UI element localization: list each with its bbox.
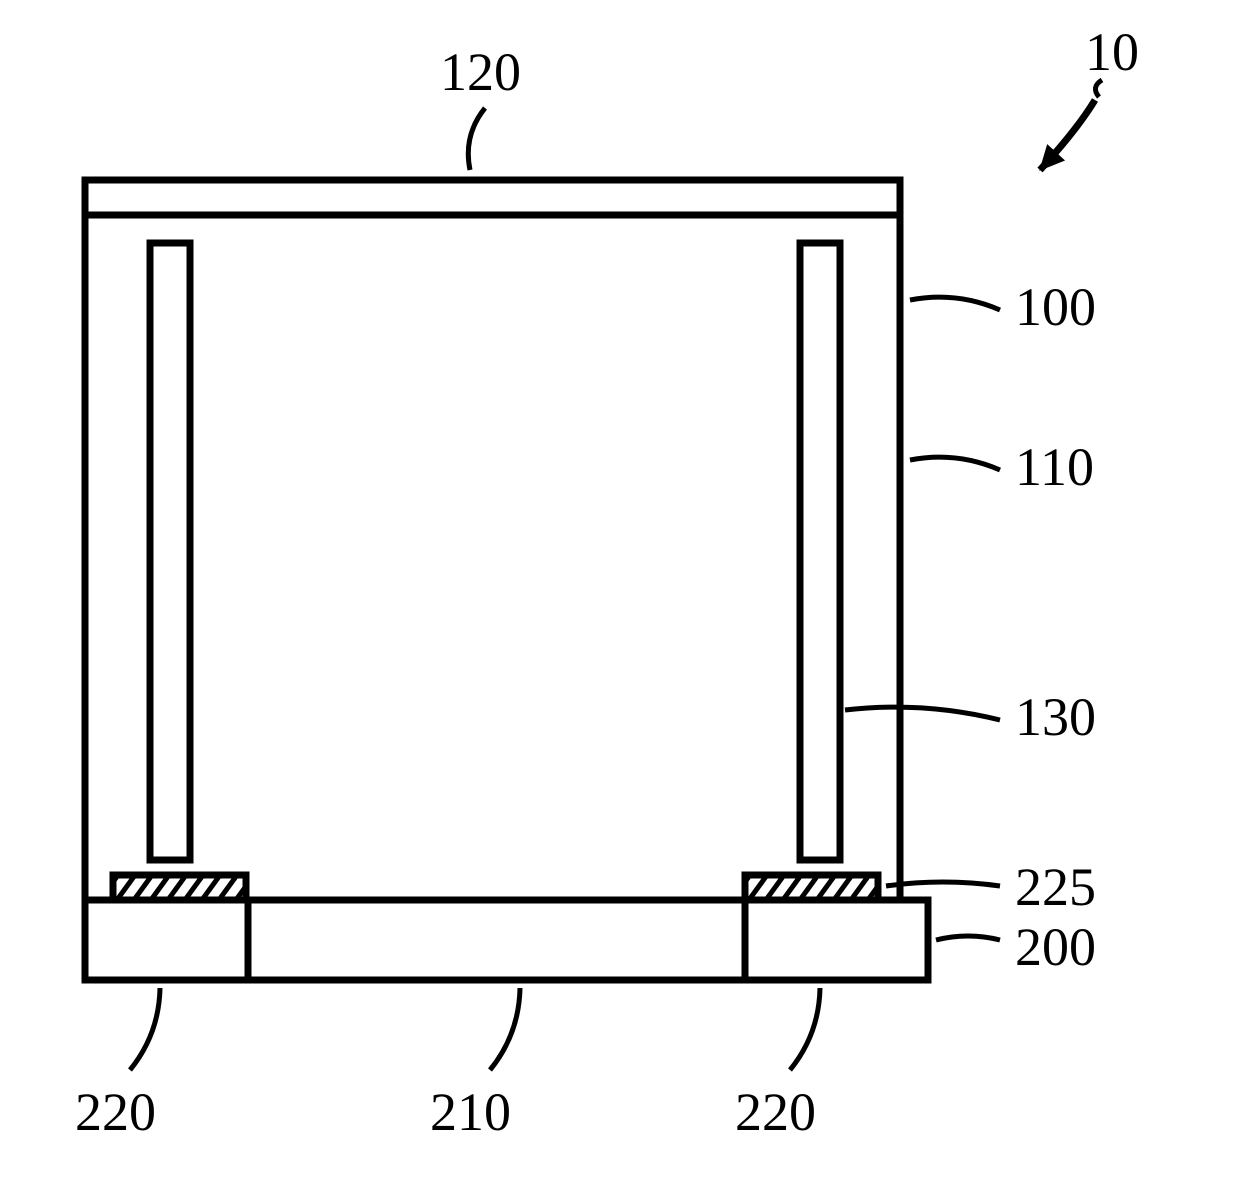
patent-figure: 10 120 100 110 130 225200 220 210 220 (0, 0, 1240, 1186)
leader-l10 (1095, 80, 1102, 97)
ref-label-l120: 120 (440, 42, 521, 102)
ref-label-l10: 10 (1085, 22, 1139, 82)
base-bar-200 (85, 900, 928, 980)
ref-label-l220L: 220 (75, 1082, 156, 1142)
ref-label-l110: 110 (1015, 437, 1094, 497)
leader-l110 (910, 457, 1000, 470)
ref-label-l130: 130 (1015, 687, 1096, 747)
inner-rod-right-130 (800, 243, 840, 860)
ref-label-l220R: 220 (735, 1082, 816, 1142)
inner-rod-left-130 (150, 243, 190, 860)
ref-label-l210: 210 (430, 1082, 511, 1142)
leader-l200 (936, 936, 1000, 940)
leader-l220R (790, 988, 820, 1070)
leader-l100 (910, 297, 1000, 310)
outer-housing-100 (85, 180, 900, 900)
leader-l220L (130, 988, 160, 1070)
ref-label-l100: 100 (1015, 277, 1096, 337)
ref-label-l225: 225 (1015, 857, 1096, 917)
leader-l225 (886, 882, 1000, 886)
leader-l120 (468, 108, 485, 170)
leader-l130 (845, 707, 1000, 720)
leader-l210 (490, 988, 520, 1070)
ref-label-l200: 200 (1015, 917, 1096, 977)
